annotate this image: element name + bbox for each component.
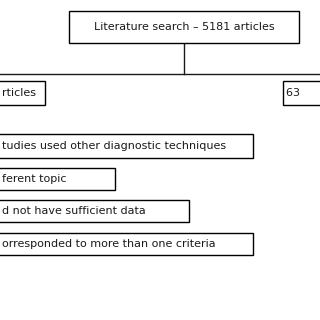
Text: ferent topic: ferent topic [2, 174, 66, 184]
Bar [0, 81, 45, 105]
Text: d not have sufficient data: d not have sufficient data [2, 206, 145, 216]
Text: 63: 63 [286, 88, 304, 98]
Bar [0, 133, 253, 157]
Text: orresponded to more than one criteria: orresponded to more than one criteria [2, 239, 215, 249]
Bar [283, 81, 320, 105]
Bar [0, 200, 189, 222]
Text: Literature search – 5181 articles: Literature search – 5181 articles [94, 22, 274, 32]
Text: rticles: rticles [2, 88, 36, 98]
Bar [0, 168, 115, 190]
Bar [0, 233, 253, 255]
Text: tudies used other diagnostic techniques: tudies used other diagnostic techniques [2, 140, 226, 151]
Bar [69, 11, 299, 43]
